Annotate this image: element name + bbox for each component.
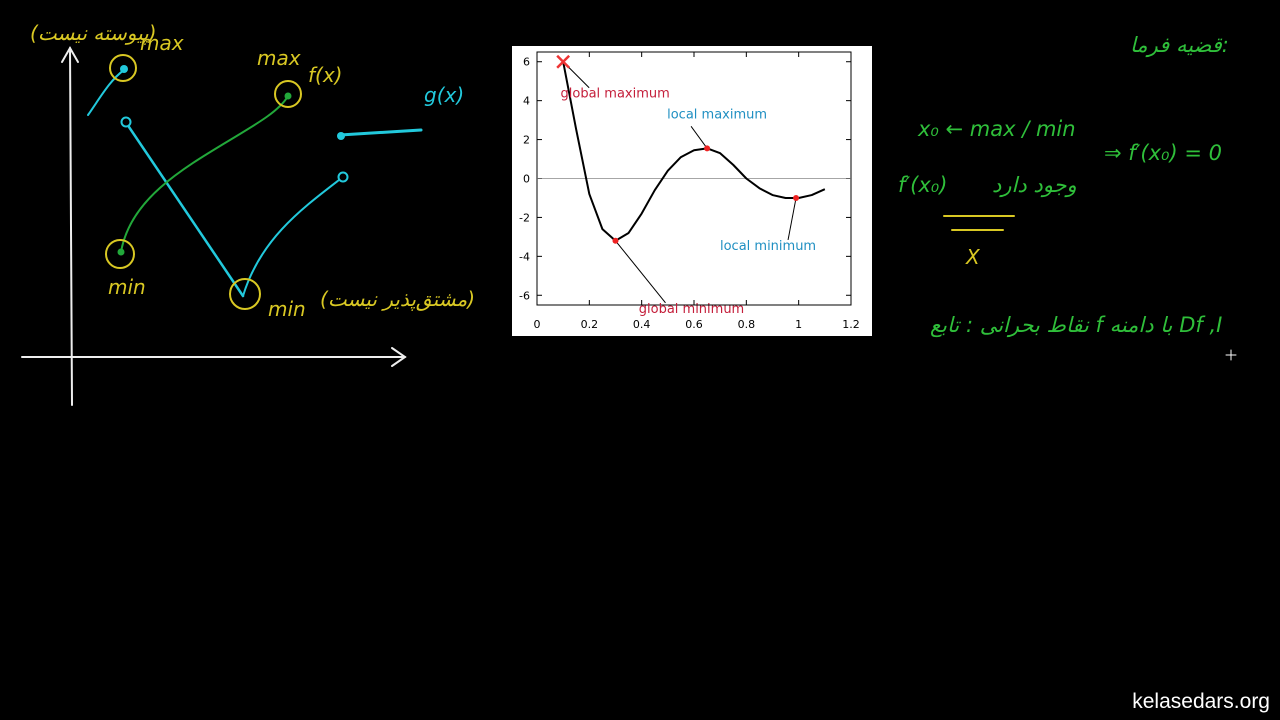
annotation: local minimum: [720, 239, 816, 254]
x-tick-label: 0.4: [633, 318, 651, 331]
y-tick-label: -2: [519, 211, 530, 224]
note: x₀ ← max / min: [917, 117, 1076, 141]
annotation: global minimum: [639, 302, 744, 317]
note: max: [140, 31, 184, 55]
y-tick-label: 6: [523, 56, 530, 69]
chart: -6 -4 -2 0 2 4 6 0 0.2 0.4 0.6 0.8 1 1.2 global maximu…: [519, 51, 860, 331]
note: وجود دارد: [992, 173, 1077, 198]
sketch: [21, 45, 1237, 406]
marker: [556, 54, 571, 69]
annotation: local maximum: [667, 107, 767, 122]
note: f′(x₀): [898, 173, 947, 197]
x-tick-label: 0.6: [685, 318, 703, 331]
y-tick-label: -4: [519, 250, 530, 263]
annotation-arrow: [787, 197, 797, 241]
x-tick-label: 1: [795, 318, 802, 331]
note: f(x): [308, 63, 342, 87]
note: قضیه فرما:: [1130, 33, 1229, 58]
watermark: kelasedars.org: [1132, 690, 1270, 713]
x-tick-label: 0.2: [581, 318, 599, 331]
note: (پیوسته نیست): [30, 21, 157, 45]
note: g(x): [424, 83, 464, 107]
y-tick-label: -6: [519, 289, 530, 302]
annotation-arrow: [615, 240, 666, 304]
note: max: [257, 46, 301, 70]
chart-panel: [512, 46, 872, 336]
note: ⇒ f′(x₀) = 0: [1104, 141, 1222, 165]
note: X: [965, 245, 981, 269]
note: نقاط بحرانی : تابع f با دامنه Df ,I: [930, 313, 1222, 338]
x-tick-label: 0: [534, 318, 541, 331]
y-tick-label: 0: [523, 173, 530, 186]
note: min: [108, 275, 146, 299]
marker: [612, 237, 619, 244]
marker: [704, 145, 711, 152]
y-tick-label: 4: [523, 95, 530, 108]
note: min: [268, 297, 306, 321]
y-tick-label: 2: [523, 134, 530, 147]
curve: [562, 61, 826, 242]
annotation-arrow: [690, 126, 708, 149]
marker: [793, 194, 800, 201]
x-tick-label: 1.2: [842, 318, 860, 331]
note: (مشتق‌پذیر نیست): [320, 287, 475, 311]
x-tick-label: 0.8: [738, 318, 756, 331]
annotation: global maximum: [561, 87, 670, 102]
